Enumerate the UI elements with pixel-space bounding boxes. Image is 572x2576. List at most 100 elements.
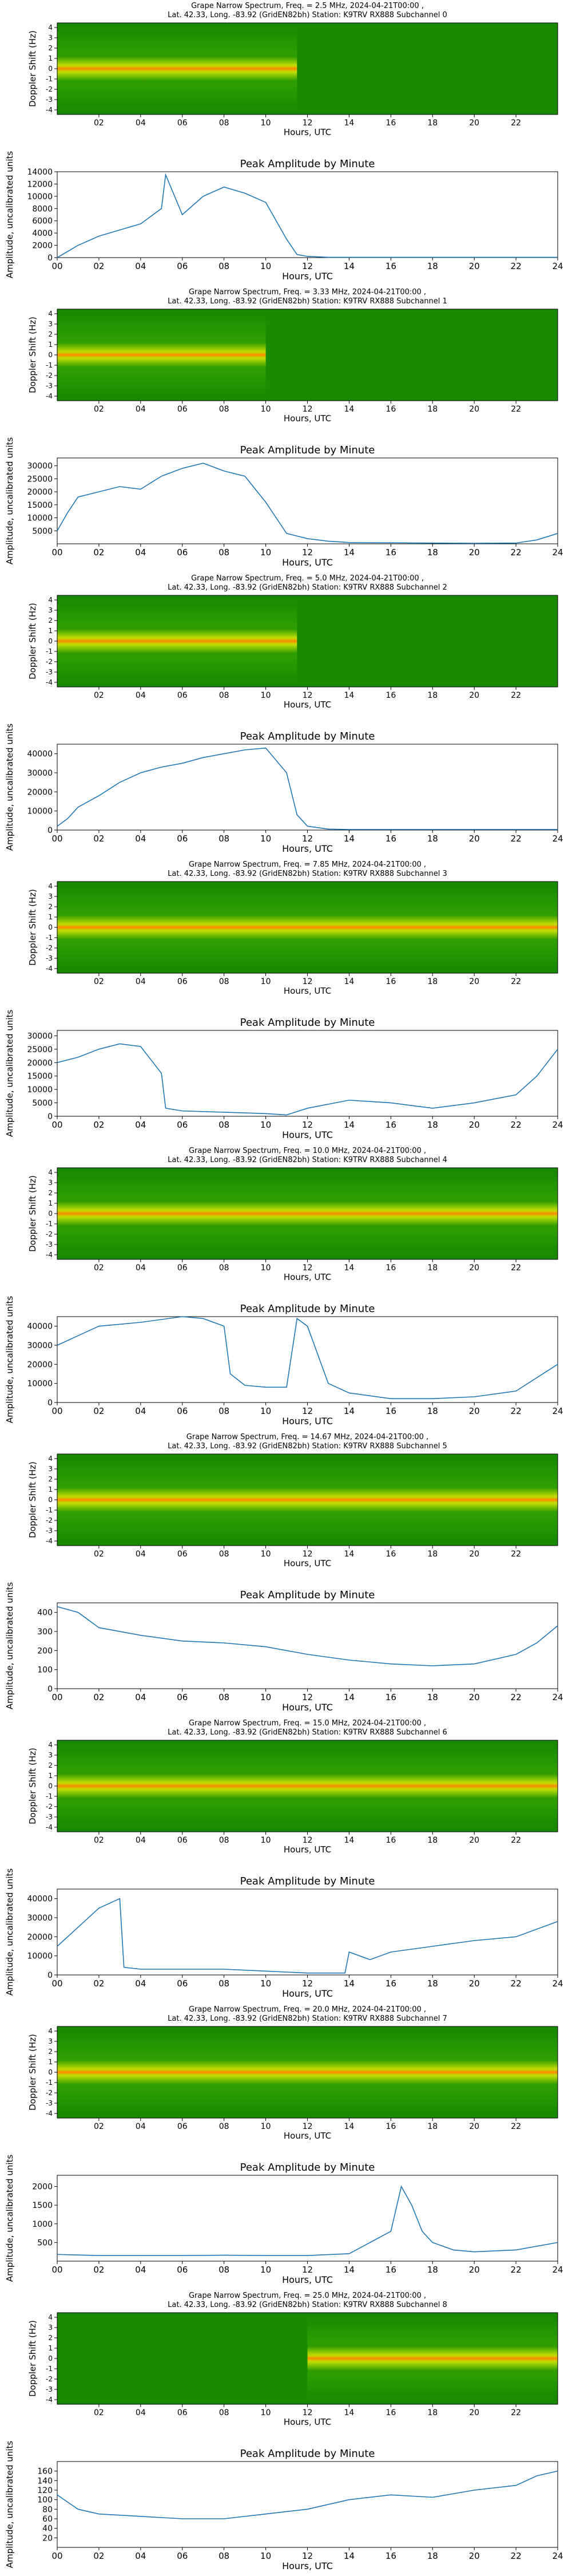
x-tick-label: 20 [469,2408,479,2417]
x-tick-label: 24 [552,1692,563,1702]
amplitude-panel-9: Peak Amplitude by Minute2040608010012014… [5,2441,563,2571]
x-tick-label: 20 [469,833,480,844]
x-tick-label: 16 [386,1406,396,1416]
y-tick-label: 0 [48,2068,53,2076]
y-tick-label: -4 [46,2396,53,2404]
x-tick-label: 10 [260,1120,271,1130]
y-tick-label: -2 [46,2089,53,2097]
y-tick-label: -2 [46,658,53,666]
x-tick-label: 06 [177,2551,188,2561]
x-tick-label: 22 [511,1120,522,1130]
x-tick-label: 12 [302,261,313,271]
y-tick-label: -1 [46,1792,53,1800]
x-tick-label: 20 [469,1263,479,1273]
x-tick-label: 20 [469,1836,479,1845]
x-tick-label: 02 [94,1550,104,1559]
y-tick-label: 12000 [27,180,53,189]
x-axis-label: Hours, UTC [284,1558,331,1568]
x-tick-label: 14 [344,1263,355,1273]
spectrogram-panel-3: Grape Narrow Spectrum, Freq. = 5.0 MHz, … [27,574,558,710]
x-tick-label: 12 [303,2408,313,2417]
y-tick-label: 40 [42,2524,53,2534]
x-tick-label: 02 [93,2265,104,2275]
x-tick-label: 12 [302,1978,313,1989]
y-tick-label: 100 [37,1666,53,1675]
x-tick-label: 10 [261,1836,271,1845]
y-axis-label: Amplitude, uncalibrated units [5,437,15,565]
x-tick-label: 10 [260,1406,271,1416]
x-tick-label: 04 [136,1550,146,1559]
y-tick-label: -3 [46,2385,53,2393]
x-tick-label: 04 [135,2265,146,2275]
x-tick-label: 04 [136,118,146,128]
x-tick-label: 16 [386,977,396,986]
amplitude-series-line [57,1043,558,1116]
y-tick-label: 30000 [27,1032,53,1041]
y-tick-label: 0 [48,1496,53,1504]
x-tick-label: 04 [136,2408,146,2417]
amplitude-series-line [57,1606,558,1666]
amplitude-panel-8: Peak Amplitude by Minute5001000150020000… [5,2155,563,2285]
x-tick-label: 16 [386,691,396,700]
x-tick-label: 12 [302,1120,313,1130]
x-tick-label: 02 [94,1263,104,1273]
x-axis-label: Hours, UTC [284,700,331,710]
y-tick-label: -3 [46,382,53,390]
y-tick-label: 30000 [27,462,53,471]
x-tick-label: 24 [552,1978,563,1989]
x-tick-label: 22 [511,2551,522,2561]
y-tick-label: 4 [48,1455,53,1463]
y-tick-label: 15000 [27,1072,53,1081]
x-tick-label: 00 [51,1692,62,1702]
y-tick-label: 1 [48,2058,53,2066]
x-tick-label: 12 [303,118,313,128]
amplitude-panel-4: Peak Amplitude by Minute 0 5000 10000 15000 2… [5,1010,563,1140]
x-tick-label: 18 [427,1978,438,1989]
spectrogram-panel-6: Grape Narrow Spectrum, Freq. = 14.67 MHz… [27,1433,558,1568]
x-axis-label: Hours, UTC [284,2131,331,2141]
x-tick-label: 04 [136,691,146,700]
x-tick-label: 18 [427,1692,438,1702]
x-tick-label: 14 [344,2265,355,2275]
x-tick-label: 12 [302,1406,313,1416]
y-tick-label: 0 [47,254,53,263]
spectrogram-panel-9: Grape Narrow Spectrum, Freq. = 25.0 MHz,… [27,2291,558,2427]
x-tick-label: 24 [552,547,563,558]
amplitude-series-line [57,2185,558,2257]
x-tick-label: 00 [51,1120,62,1130]
y-tick-label: 500 [37,2238,53,2247]
x-tick-label: 00 [51,833,62,844]
x-tick-label: 04 [135,547,146,558]
amplitude-title: Peak Amplitude by Minute [240,1589,375,1601]
x-tick-label: 00 [51,2551,62,2561]
x-tick-label: 20 [469,1120,480,1130]
x-tick-label: 06 [177,833,188,844]
x-tick-label: 20 [469,1692,480,1702]
y-tick-label: 120 [37,2486,53,2495]
x-tick-label: 04 [135,1692,146,1702]
plot-frame [57,457,558,544]
x-tick-label: 02 [93,1120,104,1130]
x-tick-label: 10 [261,691,271,700]
y-tick-label: 0 [47,1971,53,1980]
x-tick-label: 10 [260,2265,271,2275]
x-tick-label: 08 [219,1120,229,1130]
x-axis-label: Hours, UTC [284,2417,331,2427]
amplitude-series-line [57,173,558,258]
y-axis-label: Amplitude, uncalibrated units [5,151,15,279]
x-tick-label: 00 [51,2265,62,2275]
x-tick-label: 24 [552,1406,563,1416]
x-tick-label: 02 [94,2408,104,2417]
x-tick-label: 18 [427,1263,438,1273]
x-tick-label: 22 [511,1692,522,1702]
x-tick-label: 24 [552,2265,563,2275]
x-tick-label: 10 [260,547,271,558]
y-tick-label: 3 [48,606,53,614]
y-tick-label: 4000 [32,229,53,238]
x-tick-label: 02 [93,547,104,558]
y-tick-label: 2 [48,44,53,52]
y-tick-label: 1 [48,54,53,62]
x-tick-label: 20 [469,2551,480,2561]
x-tick-label: 08 [219,2122,229,2131]
